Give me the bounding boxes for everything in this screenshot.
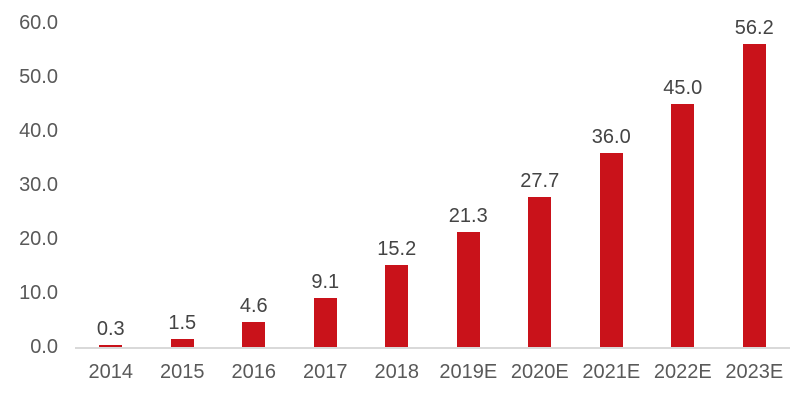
y-axis: 0.0 10.0 20.0 30.0 40.0 50.0 60.0 (0, 13, 58, 357)
bar-column: 9.1 (290, 272, 362, 347)
y-tick-label: 50.0 (19, 66, 58, 88)
bar-column: 21.3 (433, 206, 505, 347)
bar-value-label: 45.0 (663, 77, 703, 99)
y-tick-label: 20.0 (19, 228, 58, 250)
bar-value-label: 0.3 (96, 318, 125, 341)
bar-value-label: 15.2 (377, 237, 417, 260)
bar (742, 43, 766, 347)
bar (313, 297, 337, 347)
bar-column: 15.2 (361, 239, 433, 347)
bar-column: 27.7 (504, 171, 576, 347)
plot-area: 0.3 1.5 4.6 9.1 15.2 21.3 27.7 36.0 45.0 56.2 201… (75, 18, 790, 382)
bar-column: 0.3 (75, 319, 147, 347)
bar (528, 197, 552, 347)
x-tick-label: 2022E (653, 361, 712, 383)
bar (99, 345, 123, 347)
x-tick-label: 2016 (231, 361, 277, 383)
bar-value-label: 1.5 (168, 311, 197, 334)
x-tick-label: 2020E (510, 361, 569, 383)
x-tick-label: 2014 (88, 361, 134, 383)
bar-value-label: 9.1 (311, 270, 340, 293)
x-tick-label: 2021E (582, 361, 641, 383)
bar (170, 338, 194, 347)
x-tick-label: 2023E (725, 361, 784, 383)
y-tick-label: 10.0 (19, 282, 58, 304)
bar-value-label: 36.0 (591, 125, 631, 148)
y-tick-label: 60.0 (19, 12, 58, 34)
bar-value-label: 21.3 (448, 204, 488, 227)
bar-value-label: 56.2 (734, 16, 774, 39)
x-axis: 2014 2015 2016 2017 2018 2019E 2020E 2021E 2022E… (75, 362, 790, 382)
x-tick-label: 2018 (374, 361, 420, 383)
bar (385, 264, 409, 347)
x-tick-label: 2019E (439, 361, 498, 383)
bar-column: 4.6 (218, 296, 290, 347)
bars-container: 0.3 1.5 4.6 9.1 15.2 21.3 27.7 36.0 45.0 56.2 (75, 18, 790, 349)
bar-column: 36.0 (576, 127, 648, 347)
bar (456, 231, 480, 347)
x-tick-label: 2015 (160, 361, 205, 383)
x-tick-label: 2017 (303, 361, 348, 383)
bar (242, 322, 266, 347)
y-tick-label: 0.0 (30, 336, 58, 358)
y-tick-label: 30.0 (19, 174, 58, 196)
bar-column: 56.2 (719, 18, 791, 347)
bar-column: 45.0 (647, 78, 719, 347)
bar (671, 104, 695, 347)
bar (599, 152, 623, 347)
bar-value-label: 27.7 (520, 170, 560, 193)
y-tick-label: 40.0 (19, 120, 58, 142)
bar-column: 1.5 (147, 313, 219, 347)
bar-value-label: 4.6 (239, 295, 268, 318)
